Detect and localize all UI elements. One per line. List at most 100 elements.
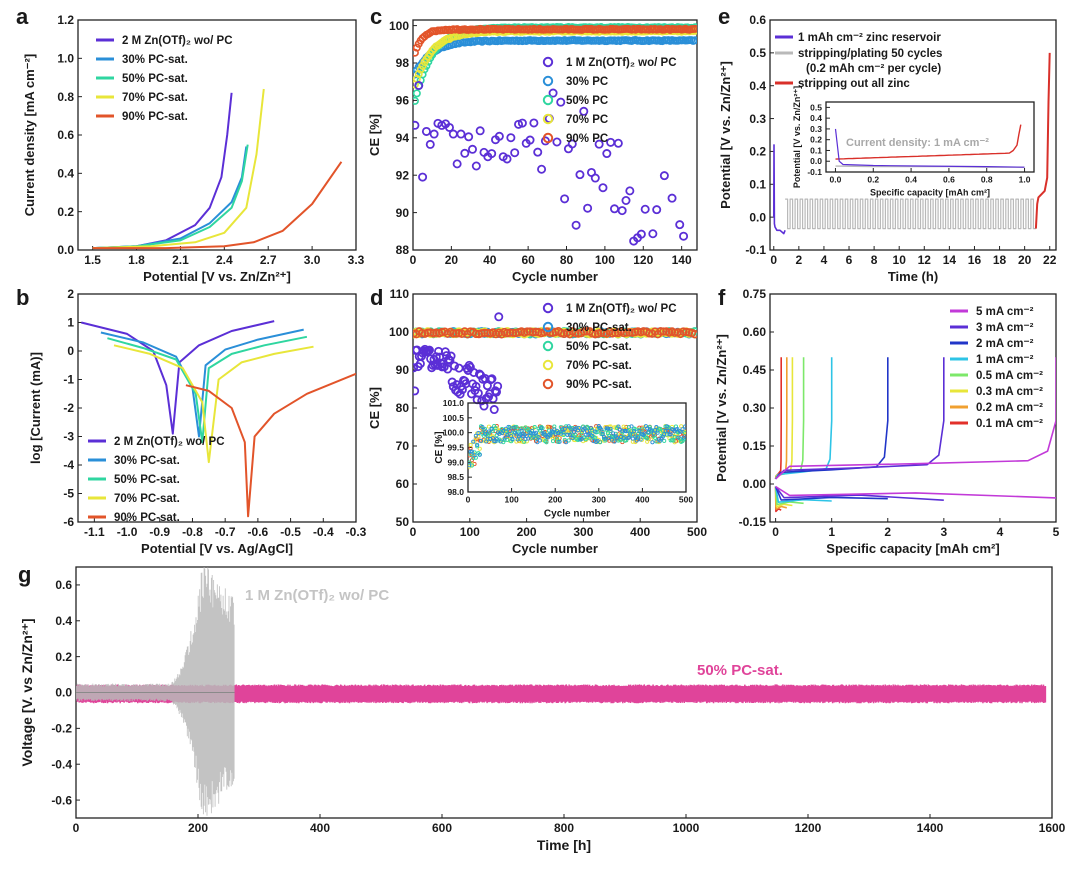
marker-d-0 xyxy=(490,386,500,396)
marker-c-0 xyxy=(517,118,527,128)
marker-c-0 xyxy=(471,161,481,171)
marker-c-0 xyxy=(667,193,677,203)
marker-d-inset-1 xyxy=(569,427,574,432)
x-tick-label: -1.1 xyxy=(84,525,105,539)
marker-d-inset-1 xyxy=(479,438,484,443)
y-axis-label: Voltage [V. vs Zn/Zn²⁺] xyxy=(19,618,35,766)
y-tick-label: 0.60 xyxy=(743,325,767,339)
marker-d-inset-1 xyxy=(557,439,562,444)
marker-d-inset-1 xyxy=(615,435,620,440)
legend-a-2: 50% PC-sat. xyxy=(122,73,188,85)
marker-d-inset-1 xyxy=(501,428,506,433)
marker-d-inset-2 xyxy=(662,438,667,443)
marker-d-inset-1 xyxy=(510,436,515,442)
legend-a: 2 M Zn(OTf)₂ wo/ PC 30% PC-sat. 50% PC-s… xyxy=(122,35,233,123)
x-axis-label: Cycle number xyxy=(512,269,598,284)
legend-d-3: 70% PC-sat. xyxy=(566,360,632,372)
marker-d-inset-1 xyxy=(663,428,668,433)
y-tick-label: 0.2 xyxy=(810,135,822,145)
marker-d-inset-1 xyxy=(605,426,611,431)
marker-d-inset-1 xyxy=(577,425,582,431)
label-g-wo-pc: 1 M Zn(OTf)₂ wo/ PC xyxy=(245,587,389,604)
marker-c-0 xyxy=(640,204,650,214)
y-tick-label: 60 xyxy=(396,477,410,491)
marker-d-inset-1 xyxy=(683,424,686,429)
marker-c-0 xyxy=(579,106,589,116)
x-tick-label: -0.5 xyxy=(280,525,301,539)
y-tick-label: 80 xyxy=(396,401,410,415)
marker-d-inset-1 xyxy=(655,430,660,435)
legend-f-2: 2 mA cm⁻² xyxy=(976,338,1034,350)
legend-d-0: 1 M Zn(OTf)₂ wo/ PC xyxy=(566,303,677,315)
panel-label-a: a xyxy=(16,4,29,29)
x-tick-label: 4 xyxy=(821,253,828,267)
x-tick-label: 8 xyxy=(871,253,878,267)
legend-b-4: 90% PC-sat. xyxy=(114,512,180,524)
marker-d-inset-1 xyxy=(537,438,542,443)
x-tick-label: 100 xyxy=(505,495,519,505)
marker-d-inset-1 xyxy=(567,432,573,438)
marker-c-0 xyxy=(609,204,619,214)
marker-d-inset-2 xyxy=(475,444,480,449)
x-tick-label: 20 xyxy=(1018,253,1032,267)
legend-c-3: 70% PC xyxy=(566,114,608,126)
y-tick-label: 0.2 xyxy=(749,145,766,159)
panel-label-g: g xyxy=(18,562,31,587)
y-tick-label: 0.75 xyxy=(743,287,767,301)
marker-d-inset-1 xyxy=(642,431,647,436)
y-tick-label: 0.6 xyxy=(55,578,72,592)
y-tick-label: 0.45 xyxy=(743,363,767,377)
chart-e: 0 2 4 6 8 10 12 14 16 18 20 22-0.10.00.10.20.30.40.… xyxy=(718,13,1057,284)
x-tick-label: 2 xyxy=(884,525,891,539)
y-tick-label: 0.3 xyxy=(749,112,766,126)
legend-a-4: 90% PC-sat. xyxy=(122,111,188,123)
marker-d-inset-2 xyxy=(502,438,507,443)
x-tick-label: 22 xyxy=(1043,253,1057,267)
marker-d-inset-1 xyxy=(485,436,490,441)
series-strip-f xyxy=(774,357,783,479)
y-axis-label: Potential [V vs. Zn/Zn²⁺] xyxy=(792,86,802,188)
marker-d-inset-1 xyxy=(486,429,491,434)
marker-d-inset-1 xyxy=(680,427,685,432)
y-tick-label: 0.4 xyxy=(57,167,74,181)
marker-d-inset-1 xyxy=(651,431,656,436)
chart-g: 0 200 400 600 800 1000 1200 1400 1600 -0.6 -0.4 -0.… xyxy=(19,566,1066,853)
marker-d-4 xyxy=(483,328,492,338)
x-tick-label: 1.5 xyxy=(84,253,101,267)
marker-d-inset-1 xyxy=(611,431,616,436)
y-tick-label: 94 xyxy=(396,131,410,145)
plot-frame-c xyxy=(412,19,698,251)
traces-g xyxy=(76,567,1047,816)
marker-c-0 xyxy=(652,205,662,215)
label-g-50pc: 50% PC-sat. xyxy=(697,662,783,679)
x-tick-label: 200 xyxy=(517,525,537,539)
inset-e-annotation: Current density: 1 mA cm⁻² xyxy=(846,137,989,149)
marker-c-0 xyxy=(684,282,691,289)
marker-d-inset-1 xyxy=(579,436,584,441)
marker-c-0 xyxy=(560,194,570,204)
marker-d-inset-1 xyxy=(482,431,488,436)
markers-d-inset xyxy=(468,423,686,469)
marker-c-0 xyxy=(613,138,623,148)
marker-d-4 xyxy=(522,327,532,336)
marker-c-3 xyxy=(414,69,423,78)
x-tick-label: 14 xyxy=(943,253,957,267)
marker-c-0 xyxy=(567,139,577,149)
marker-c-0 xyxy=(537,164,547,174)
legend-b: 2 M Zn(OTf)₂ wo/ PC 30% PC-sat. 50% PC-s… xyxy=(114,436,225,524)
series-strip-f xyxy=(775,357,945,480)
y-tick-label: 96 xyxy=(396,94,410,108)
y-tick-label: 98.0 xyxy=(447,487,464,497)
marker-d-inset-1 xyxy=(505,432,510,438)
marker-d-inset-1 xyxy=(570,436,575,441)
marker-d-inset-2 xyxy=(660,428,665,433)
y-tick-label: 0.5 xyxy=(810,102,822,112)
x-tick-label: 0 xyxy=(770,253,777,267)
marker-c-3 xyxy=(418,61,427,70)
x-tick-label: 0 xyxy=(410,525,417,539)
legend-d-2: 50% PC-sat. xyxy=(566,341,632,353)
marker-c-0 xyxy=(487,149,497,159)
legend-f-6: 0.2 mA cm⁻² xyxy=(976,402,1043,414)
marker-d-inset-1 xyxy=(599,427,604,432)
